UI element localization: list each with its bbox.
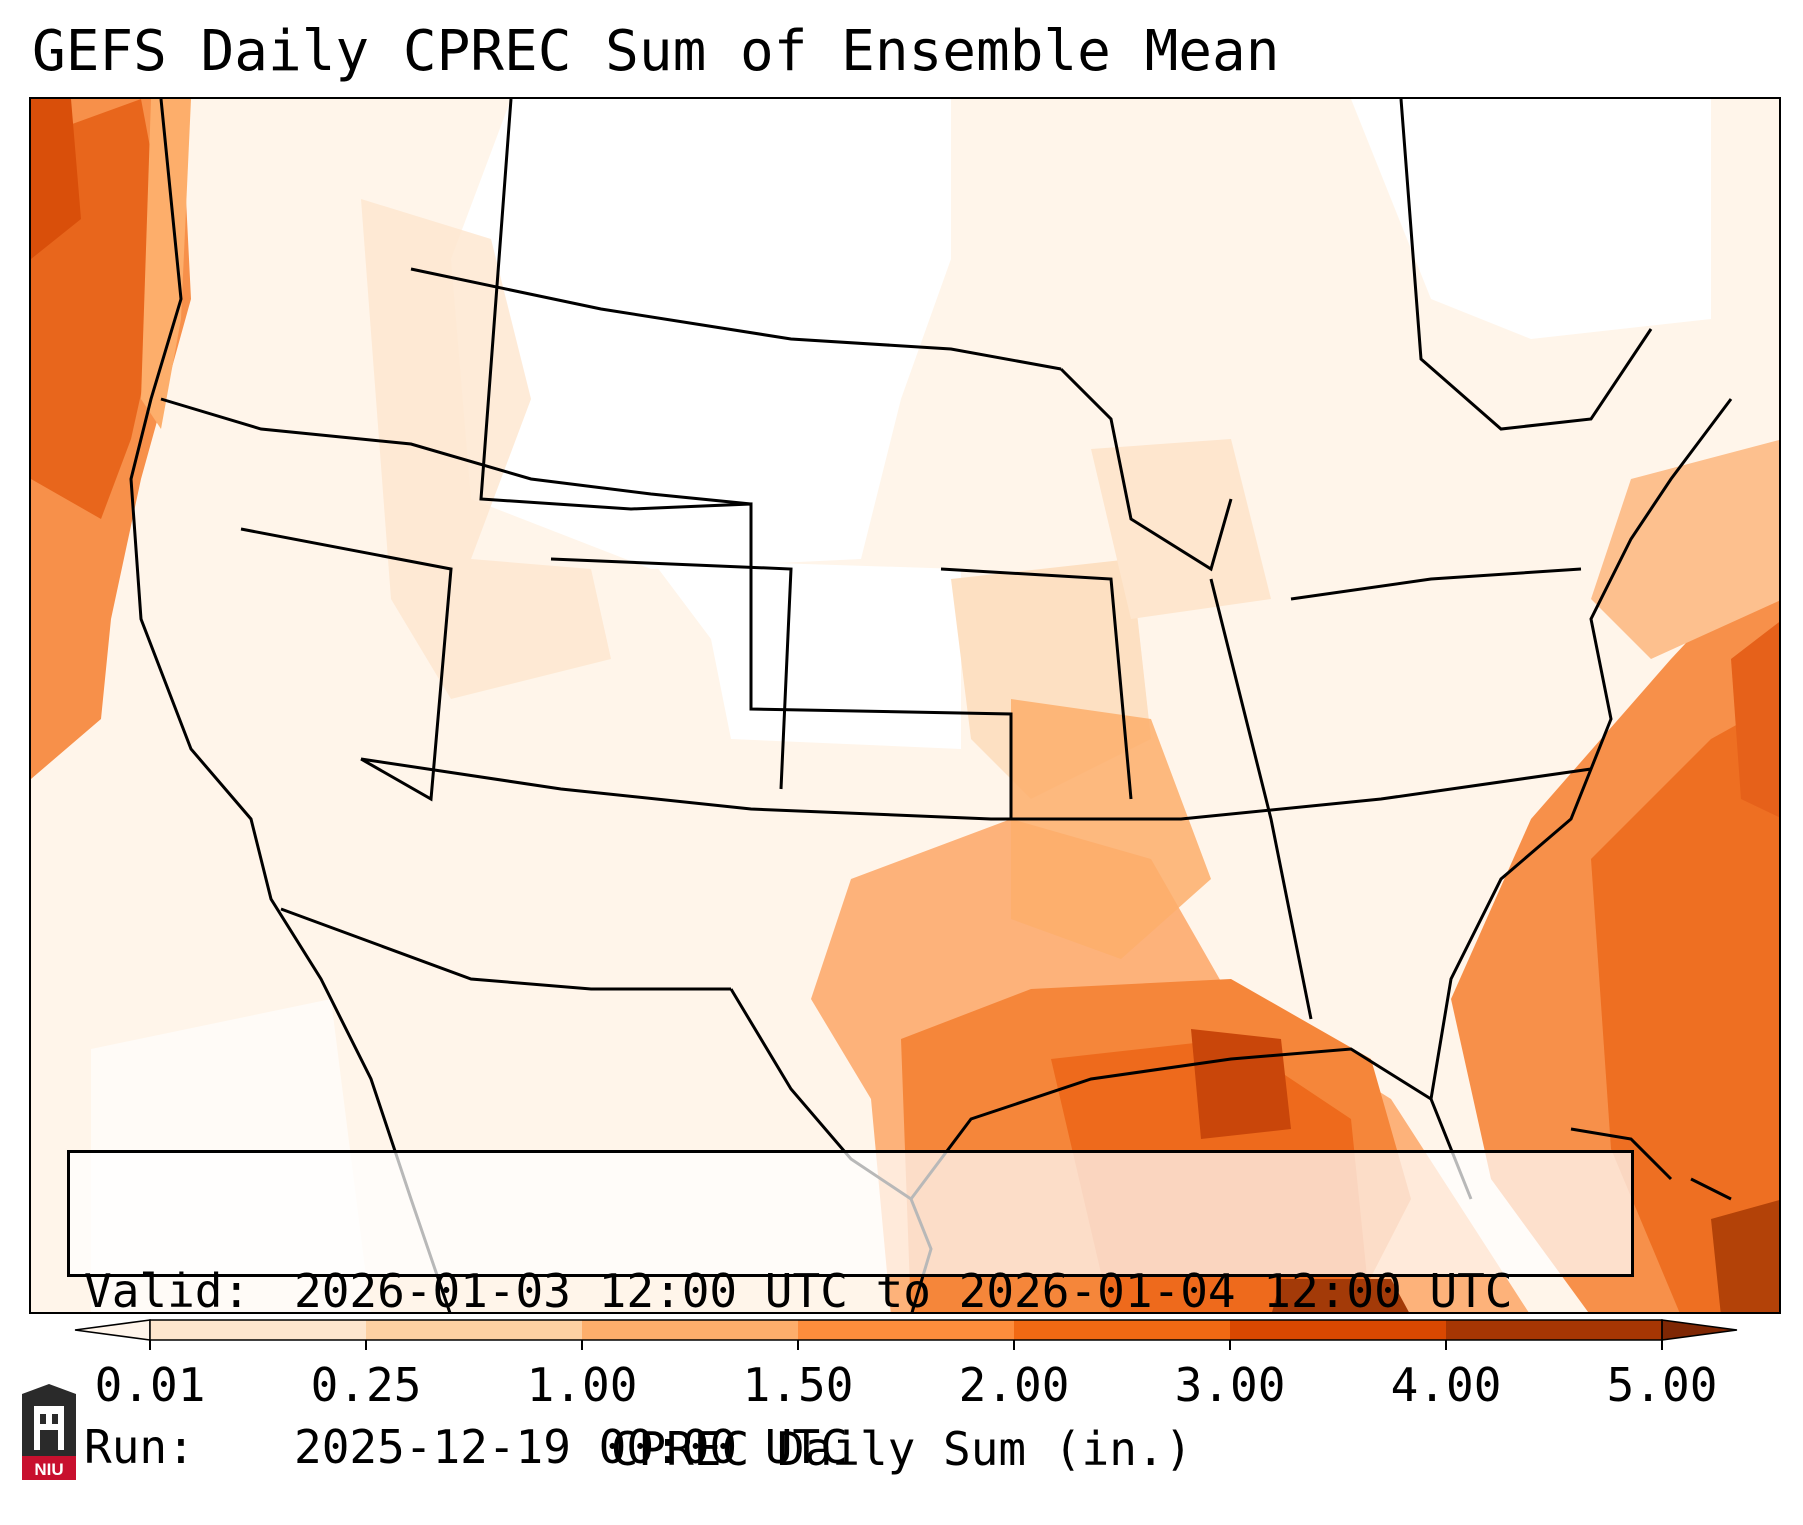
colorbar-tick-label: 1.50 — [742, 1358, 854, 1412]
svg-text:NIU: NIU — [34, 1460, 63, 1479]
mid-state-line — [360, 757, 1592, 821]
colorbar-tick-label: 1.00 — [526, 1358, 638, 1412]
colorbar-tick-label: 3.00 — [1174, 1358, 1286, 1412]
great-lakes-edge — [1059, 367, 1233, 572]
colorbar-title: CPREC Daily Sum (in.) — [610, 1422, 1193, 1476]
pacific-precip-max — [31, 99, 81, 259]
valid-value: 2026-01-03 12:00 UTC to 2026-01-04 12:00… — [294, 1264, 1513, 1318]
pacific-coastline — [129, 99, 452, 1312]
colorbar-tick-label: 0.01 — [94, 1358, 206, 1412]
colorbar-segment — [1446, 1320, 1663, 1340]
dry-region-kansas — [651, 559, 961, 749]
colorbar-segment — [150, 1320, 367, 1340]
caribbean-islands — [1570, 1127, 1732, 1201]
light-precip-lakes — [1091, 439, 1271, 619]
colorbar-tick-label: 0.25 — [310, 1358, 422, 1412]
colorbar-tick-label: 2.00 — [958, 1358, 1070, 1412]
run-value: 2025-12-19 00:00 UTC — [294, 1420, 848, 1474]
dry-region-plains — [451, 99, 951, 569]
colorbar-segment — [1014, 1320, 1231, 1340]
atlantic-coast — [1429, 398, 1733, 1100]
precipitation-map — [29, 97, 1781, 1314]
canada-border — [410, 267, 1062, 371]
iowa-missouri-lines — [940, 567, 1133, 800]
colorbar-tick-label: 4.00 — [1390, 1358, 1502, 1412]
boundaries — [129, 99, 1733, 1312]
niu-logo: NIU — [22, 1384, 76, 1480]
colorbar-segment — [582, 1320, 799, 1340]
gulf-precip-peak — [1272, 1279, 1409, 1312]
run-row: Run: 2025-12-19 00:00 UTC — [84, 1421, 1617, 1473]
valid-time-box: Valid: 2026-01-03 12:00 UTC to 2026-01-04… — [67, 1150, 1634, 1473]
atlantic-precip-core — [1591, 701, 1779, 1312]
mexico-border — [280, 907, 731, 991]
colorado-lines — [550, 557, 793, 790]
nevada-utah-lines — [240, 527, 453, 802]
colorbar-tick-label: 5.00 — [1606, 1358, 1718, 1412]
colorbar-segment — [798, 1320, 1015, 1340]
colorbar-segment — [1230, 1320, 1447, 1340]
map-canvas — [31, 99, 1779, 1312]
quebec-border — [1399, 99, 1653, 431]
coastal-precip — [141, 99, 191, 429]
gulf-precip-max — [1191, 1029, 1291, 1139]
colorbar-extend-high — [1661, 1319, 1738, 1341]
colorbar-outline — [149, 1319, 1663, 1341]
valid-row: Valid: 2026-01-03 12:00 UTC to 2026-01-04… — [84, 1265, 1617, 1317]
colorbar-extend-low — [74, 1319, 151, 1341]
interior-state-lines — [479, 99, 1013, 819]
atlantic-precip-north — [1731, 622, 1779, 818]
ohio-valley-line — [1290, 567, 1582, 601]
valid-label: Valid: — [84, 1264, 251, 1318]
run-label: Run: — [84, 1420, 195, 1474]
colorbar-segment — [366, 1320, 583, 1340]
arklatex-precip — [1011, 699, 1211, 959]
dry-region-quebec — [1351, 99, 1711, 339]
newengland-precip — [1591, 440, 1779, 659]
atlantic-precip-max — [1711, 1200, 1779, 1312]
map-title: GEFS Daily CPREC Sum of Ensemble Mean — [32, 19, 1280, 84]
mississippi-alabama-line — [1209, 578, 1313, 1020]
northern-state-line — [160, 397, 752, 506]
colorbar — [74, 1319, 1738, 1350]
